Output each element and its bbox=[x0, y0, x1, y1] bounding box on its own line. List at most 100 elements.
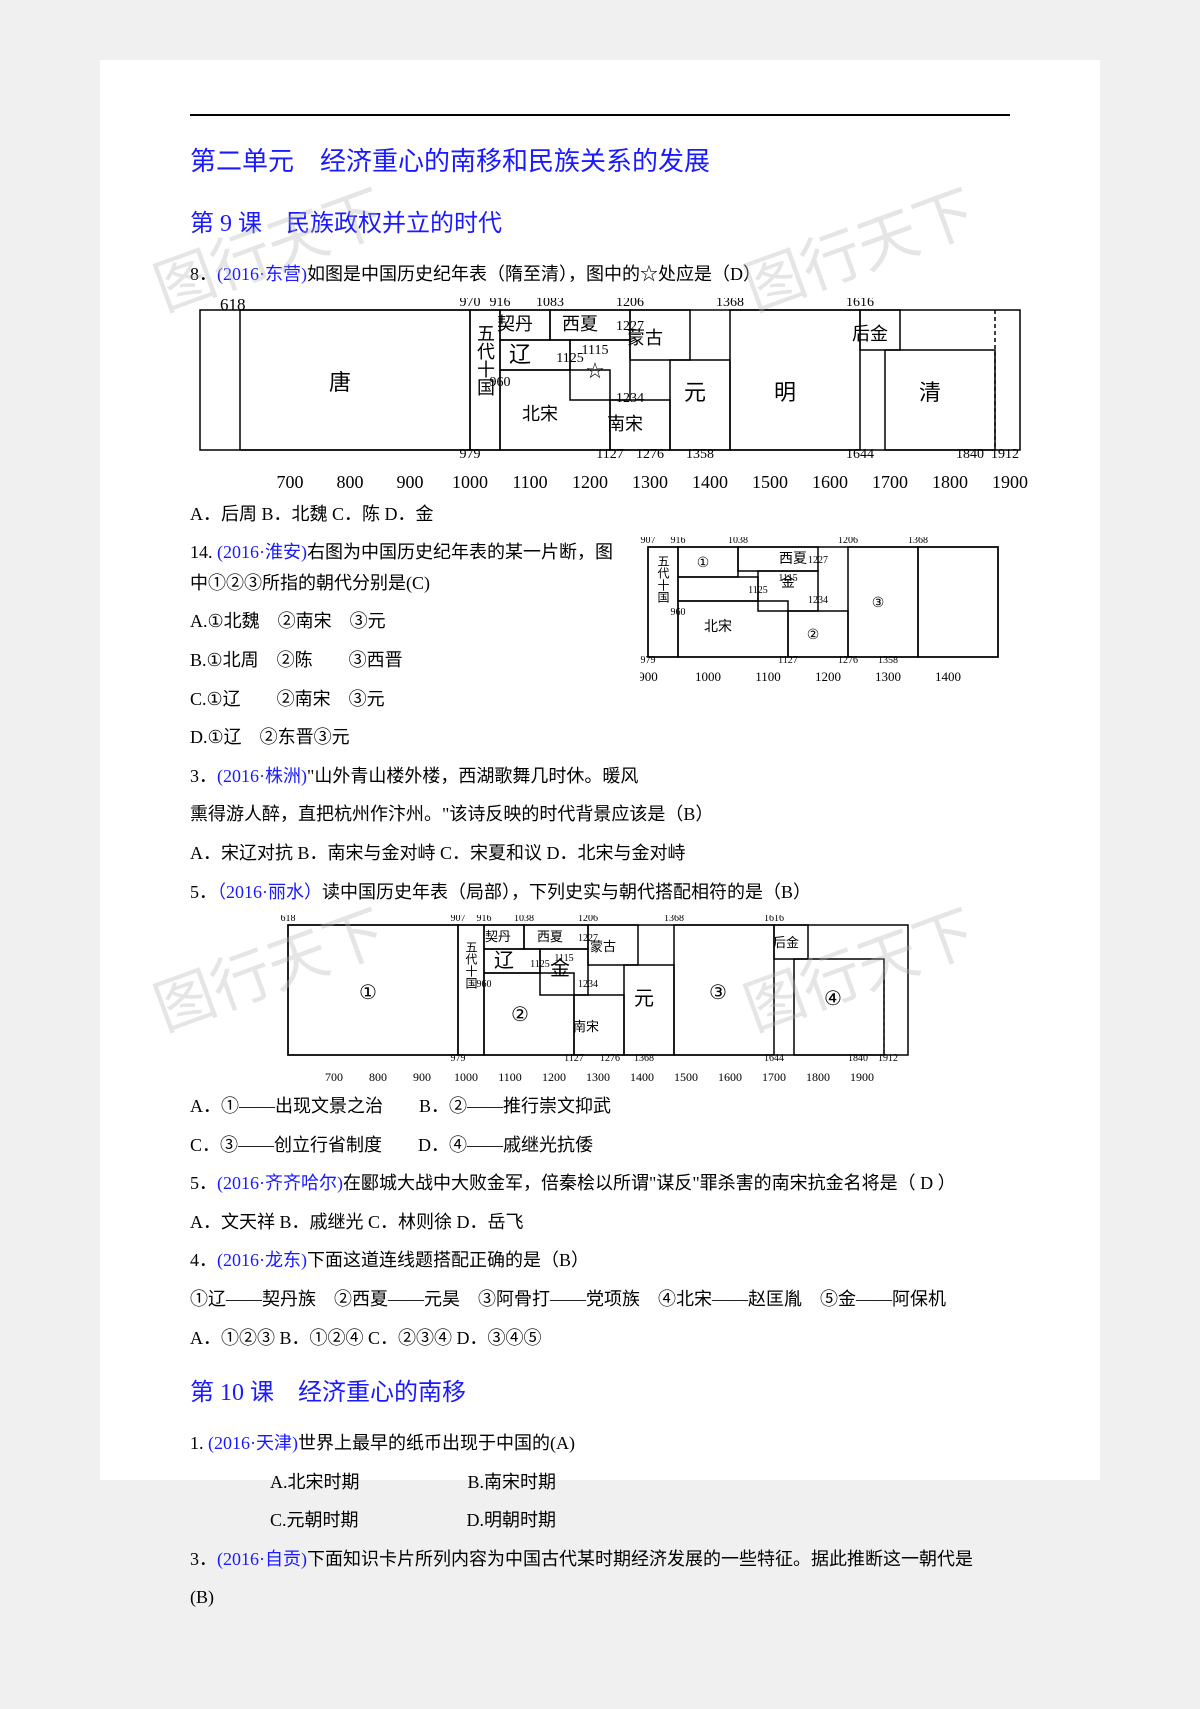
q5l-row1: A．①——出现文景之治 B．②——推行崇文抑武 bbox=[190, 1091, 1010, 1122]
svg-text:1600: 1600 bbox=[718, 1070, 742, 1084]
q-source: (2016·天津) bbox=[208, 1433, 298, 1453]
svg-text:1500: 1500 bbox=[752, 472, 788, 492]
q4l-matchline: ①辽——契丹族 ②西夏——元昊 ③阿骨打——党项族 ④北宋——赵匡胤 ⑤金——阿… bbox=[190, 1284, 1010, 1315]
svg-text:960: 960 bbox=[490, 375, 511, 390]
svg-text:1912: 1912 bbox=[878, 1053, 898, 1064]
svg-text:蒙古: 蒙古 bbox=[590, 939, 616, 954]
q-text: 如图是中国历史纪年表（隋至清），图中的☆处应是（D） bbox=[307, 264, 761, 284]
svg-text:979: 979 bbox=[641, 655, 656, 666]
q4l-options: A．①②③ B．①②④ C．②③④ D．③④⑤ bbox=[190, 1323, 1010, 1354]
svg-text:元: 元 bbox=[684, 380, 706, 405]
q-source: (2016·齐齐哈尔) bbox=[217, 1173, 343, 1193]
question-5-lishui: 5．（2016·丽水）读中国历史年表（局部），下列史实与朝代搭配相符的是（B） bbox=[190, 877, 1010, 908]
q-num: 14. bbox=[190, 542, 217, 562]
q8-options: A．后周 B．北魏 C．陈 D．金 bbox=[190, 499, 1010, 530]
question-1-tianjin: 1. (2016·天津)世界上最早的纸币出现于中国的(A) bbox=[190, 1428, 1010, 1459]
svg-text:☆: ☆ bbox=[585, 358, 605, 383]
q-source: (2016·淮安) bbox=[217, 542, 307, 562]
svg-text:1400: 1400 bbox=[935, 669, 961, 684]
svg-text:1100: 1100 bbox=[512, 472, 547, 492]
svg-text:北宋: 北宋 bbox=[704, 619, 732, 635]
svg-text:南宋: 南宋 bbox=[607, 414, 643, 434]
svg-text:1000: 1000 bbox=[452, 472, 488, 492]
svg-text:西夏: 西夏 bbox=[779, 551, 807, 567]
question-4-longdong: 4．(2016·龙东)下面这道连线题搭配正确的是（B） bbox=[190, 1245, 1010, 1276]
svg-text:北宋: 北宋 bbox=[522, 404, 558, 424]
timeline-chart-2: 五代十国907979①9161125北宋960西夏10381227金111512… bbox=[640, 537, 1010, 697]
svg-text:1358: 1358 bbox=[686, 447, 714, 462]
svg-text:1368: 1368 bbox=[634, 1053, 654, 1064]
svg-text:1400: 1400 bbox=[692, 472, 728, 492]
q-text: 下面知识卡片所列内容为中国古代某时期经济发展的一些特征。据此推断这一朝代是 bbox=[307, 1549, 973, 1569]
q5l-optC: C．③——创立行省制度 bbox=[190, 1135, 382, 1155]
svg-text:1234: 1234 bbox=[808, 595, 828, 606]
svg-text:辽: 辽 bbox=[509, 342, 531, 367]
svg-text:1368: 1368 bbox=[908, 537, 928, 546]
svg-text:900: 900 bbox=[413, 1070, 431, 1084]
svg-text:1234: 1234 bbox=[616, 391, 644, 406]
svg-text:1616: 1616 bbox=[764, 915, 784, 924]
q-num: 4． bbox=[190, 1250, 217, 1270]
svg-text:②: ② bbox=[807, 628, 820, 643]
lesson-9-title: 第 9 课 民族政权并立的时代 bbox=[190, 204, 1010, 245]
q-text: 在郾城大战中大败金军，倍秦桧以所谓"谋反"罪杀害的南宋抗金名将是（ D ） bbox=[343, 1173, 956, 1193]
svg-text:1206: 1206 bbox=[578, 915, 598, 924]
document-page: 图行天下 图行天下 图行天下 图行天下 第二单元 经济重心的南移和民族关系的发展… bbox=[100, 60, 1100, 1480]
svg-text:契丹: 契丹 bbox=[497, 314, 533, 334]
svg-text:1100: 1100 bbox=[498, 1070, 522, 1084]
svg-text:700: 700 bbox=[277, 472, 304, 492]
svg-text:蒙古: 蒙古 bbox=[627, 328, 663, 348]
svg-text:1038: 1038 bbox=[728, 537, 748, 546]
svg-text:1840: 1840 bbox=[956, 447, 984, 462]
question-3-zhuzhou: 3．(2016·株洲)"山外青山楼外楼，西湖歌舞几时休。暖风 bbox=[190, 761, 1010, 792]
svg-text:800: 800 bbox=[369, 1070, 387, 1084]
q5l-optB: B．②——推行崇文抑武 bbox=[419, 1096, 611, 1116]
svg-text:后金: 后金 bbox=[852, 324, 888, 344]
q3z-options: A．宋辽对抗 B．南宋与金对峙 C．宋夏和议 D．北宋与金对峙 bbox=[190, 838, 1010, 869]
svg-text:1234: 1234 bbox=[578, 979, 598, 990]
q-num: 5． bbox=[190, 882, 217, 902]
svg-text:1200: 1200 bbox=[572, 472, 608, 492]
q-num: 5． bbox=[190, 1173, 217, 1193]
q-text: 世界上最早的纸币出现于中国的(A) bbox=[298, 1433, 575, 1453]
q-text: "山外青山楼外楼，西湖歌舞几时休。暖风 bbox=[307, 766, 638, 786]
unit-title: 第二单元 经济重心的南移和民族关系的发展 bbox=[190, 140, 1010, 184]
svg-text:907: 907 bbox=[641, 537, 656, 546]
q-num: 8． bbox=[190, 264, 217, 284]
svg-text:907: 907 bbox=[451, 915, 466, 924]
svg-text:1700: 1700 bbox=[762, 1070, 786, 1084]
svg-text:1368: 1368 bbox=[664, 915, 684, 924]
q-source: (2016·株洲) bbox=[217, 766, 307, 786]
svg-text:1276: 1276 bbox=[600, 1053, 620, 1064]
svg-text:1200: 1200 bbox=[815, 669, 841, 684]
svg-text:①: ① bbox=[697, 556, 710, 571]
svg-text:1400: 1400 bbox=[630, 1070, 654, 1084]
q5q-options: A．文天祥 B．戚继光 C．林则徐 D．岳飞 bbox=[190, 1207, 1010, 1238]
q-text: 读中国历史年表（局部），下列史实与朝代搭配相符的是（B） bbox=[322, 882, 811, 902]
svg-text:1127: 1127 bbox=[778, 655, 798, 666]
svg-text:1300: 1300 bbox=[632, 472, 668, 492]
svg-text:900: 900 bbox=[397, 472, 424, 492]
question-5-qiqihar: 5．(2016·齐齐哈尔)在郾城大战中大败金军，倍秦桧以所谓"谋反"罪杀害的南宋… bbox=[190, 1168, 1010, 1199]
svg-text:960: 960 bbox=[477, 979, 492, 990]
svg-text:南宋: 南宋 bbox=[573, 1019, 599, 1034]
svg-text:契丹: 契丹 bbox=[485, 929, 511, 944]
q-source: （2016·丽水） bbox=[217, 882, 322, 902]
svg-text:1912: 1912 bbox=[991, 447, 1019, 462]
svg-text:1500: 1500 bbox=[674, 1070, 698, 1084]
svg-text:明: 明 bbox=[774, 380, 796, 405]
svg-text:③: ③ bbox=[709, 982, 727, 1004]
question-3-zigong: 3．(2016·自贡)下面知识卡片所列内容为中国古代某时期经济发展的一些特征。据… bbox=[190, 1544, 1010, 1575]
svg-text:1900: 1900 bbox=[850, 1070, 874, 1084]
svg-text:1276: 1276 bbox=[636, 447, 664, 462]
q5l-row2: C．③——创立行省制度 D．④——戚继光抗倭 bbox=[190, 1130, 1010, 1161]
svg-text:1900: 1900 bbox=[992, 472, 1028, 492]
svg-text:辽: 辽 bbox=[494, 949, 514, 972]
svg-text:960: 960 bbox=[671, 607, 686, 618]
svg-text:618: 618 bbox=[220, 298, 246, 314]
svg-text:800: 800 bbox=[337, 472, 364, 492]
svg-text:900: 900 bbox=[640, 669, 658, 684]
svg-text:1800: 1800 bbox=[932, 472, 968, 492]
svg-text:1038: 1038 bbox=[514, 915, 534, 924]
svg-text:618: 618 bbox=[281, 915, 296, 924]
